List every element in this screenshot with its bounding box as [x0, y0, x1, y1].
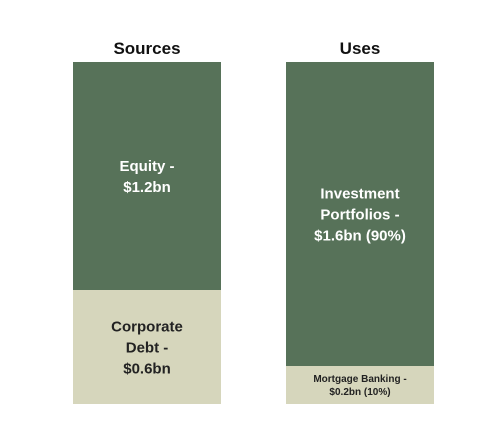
- sources-bar-segment-corporate: [73, 290, 221, 404]
- uses-segment-label-investment: Investment Portfolios -$1.6bn (90%): [314, 185, 406, 244]
- sources-segment-label-corporate: Corporate Debt -$0.6bn: [111, 318, 183, 377]
- uses-bar-segment-investment: [286, 62, 434, 366]
- sources-segment-label-equity: Equity -$1.2bn: [120, 158, 175, 196]
- uses-column-title: Uses: [340, 39, 381, 58]
- uses-segment-label-mortgage-banking: Mortgage Banking -$0.2bn (10%): [313, 374, 406, 398]
- sources-column-title: Sources: [113, 39, 180, 58]
- uses-bar-segment-mortgage-banking: [286, 366, 434, 404]
- sources-bar-segment-equity: [73, 62, 221, 290]
